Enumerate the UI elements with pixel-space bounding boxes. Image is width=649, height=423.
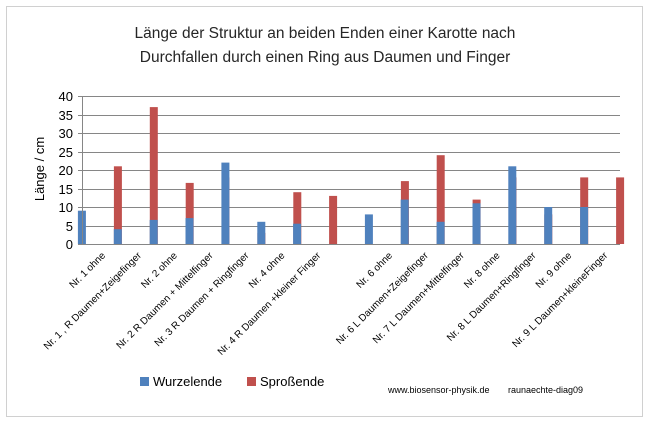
chart-frame	[6, 6, 643, 417]
legend-swatch-wurzelende	[140, 377, 149, 386]
credit-site: www.biosensor-physik.de	[387, 385, 490, 395]
legend-label-wurzelende: Wurzelende	[153, 374, 222, 389]
bar-sproende-5	[293, 192, 302, 244]
chart-title-line-2: Durchfallen durch einen Ring aus Daumen …	[140, 49, 511, 66]
bar-sproende-6	[329, 195, 338, 244]
credit-ref: raunaechte-diag09	[508, 385, 583, 395]
bar-wurzelende-2	[149, 219, 158, 244]
bar-wurzelende-3	[185, 218, 194, 244]
bar-wurzelende-13	[544, 207, 553, 244]
bar-wurzelende-4	[221, 162, 230, 244]
bar-sproende-0	[113, 166, 122, 244]
y-tick-label-5: 5	[66, 219, 73, 234]
bar-wurzelende-6	[293, 223, 302, 244]
y-tick-label-0: 0	[66, 237, 73, 252]
bar-wurzelende-10	[436, 221, 445, 244]
bar-wurzelende-5	[257, 221, 266, 244]
bar-wurzelende-12	[508, 166, 517, 244]
bar-wurzelende-14	[580, 207, 589, 244]
y-tick-label-20: 20	[59, 163, 73, 178]
bar-sproende-1	[149, 107, 158, 244]
legend-label-sprossende: Sproßende	[260, 374, 324, 389]
y-tick-label-40: 40	[59, 89, 73, 104]
y-axis-ticks: 0 5 10 15 20 25 30 35 40	[59, 89, 82, 252]
bars	[77, 107, 625, 244]
bar-wurzelende-1	[113, 229, 122, 244]
bar-sproende-9	[436, 155, 445, 244]
bar-wurzelende-11	[472, 203, 481, 244]
bar-wurzelende-0	[77, 210, 86, 244]
gridlines	[82, 96, 620, 227]
bar-sproende-2	[185, 182, 194, 244]
y-axis-label: Länge / cm	[32, 137, 47, 201]
bar-wurzelende-9	[400, 199, 409, 244]
y-tick-label-10: 10	[59, 200, 73, 215]
y-tick-label-30: 30	[59, 126, 73, 141]
chart-title-line-1: Länge der Struktur an beiden Enden einer…	[135, 25, 516, 42]
legend-swatch-sprossende	[247, 377, 256, 386]
bar-sproende-14	[616, 177, 625, 244]
y-tick-label-25: 25	[59, 145, 73, 160]
y-tick-label-35: 35	[59, 108, 73, 123]
bar-wurzelende-8	[364, 214, 373, 244]
legend: Wurzelende Sproßende	[140, 374, 324, 389]
y-tick-label-15: 15	[59, 182, 73, 197]
